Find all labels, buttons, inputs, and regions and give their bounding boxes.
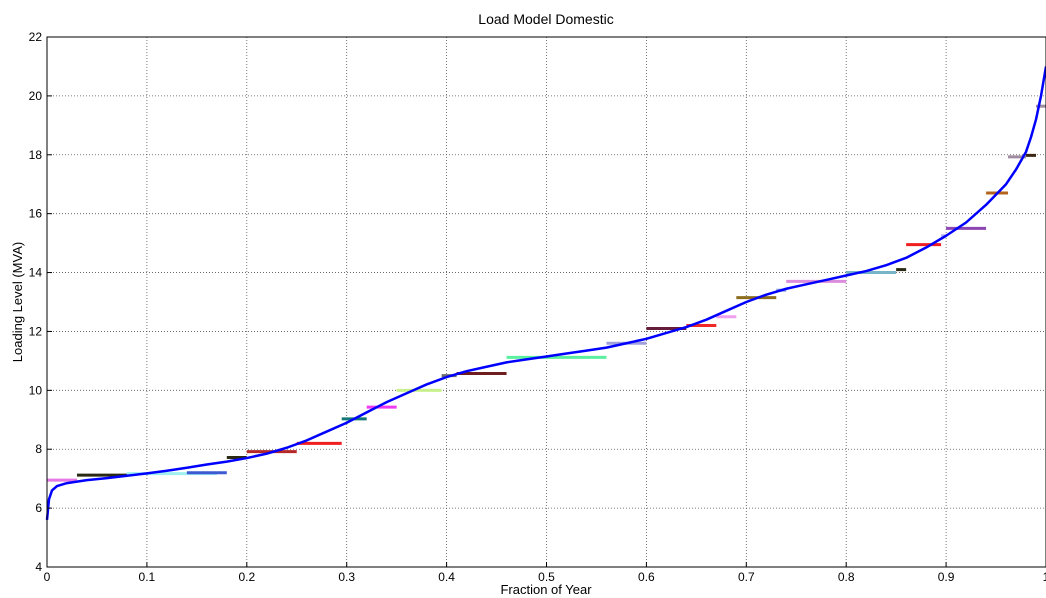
x-tick-label: 1 xyxy=(1043,570,1046,584)
x-tick-label: 0.8 xyxy=(838,570,855,584)
x-axis-ticks: 0 0.1 0.2 0.3 0.4 0.5 0.6 0.7 0.8 0.9 1 xyxy=(44,562,1046,584)
y-axis-ticks: 4 6 8 10 12 14 16 18 20 22 xyxy=(29,30,52,574)
y-tick-label: 14 xyxy=(29,266,43,280)
y-tick-label: 8 xyxy=(35,442,42,456)
y-axis-label: Loading Level (MVA) xyxy=(10,242,25,362)
x-axis-label: Fraction of Year xyxy=(500,582,592,597)
y-tick-label: 10 xyxy=(29,383,43,397)
x-tick-label: 0.9 xyxy=(938,570,955,584)
x-tick-label: 0.7 xyxy=(738,570,755,584)
series-line xyxy=(45,66,1046,521)
x-tick-label: 0.3 xyxy=(338,570,355,584)
y-tick-label: 18 xyxy=(29,148,43,162)
y-tick-label: 16 xyxy=(29,207,43,221)
x-tick-label: 0.6 xyxy=(638,570,655,584)
x-tick-label: 0.5 xyxy=(538,570,555,584)
x-tick-label: 0 xyxy=(44,570,51,584)
y-tick-label: 6 xyxy=(35,501,42,515)
series-group xyxy=(45,66,1046,521)
chart-title: Load Model Domestic xyxy=(478,11,613,27)
y-tick-label: 4 xyxy=(35,560,42,574)
x-tick-label: 0.4 xyxy=(438,570,455,584)
y-tick-label: 22 xyxy=(29,30,43,44)
y-tick-label: 12 xyxy=(29,324,43,338)
x-tick-label: 0.1 xyxy=(139,570,156,584)
y-tick-label: 20 xyxy=(29,89,43,103)
x-tick-label: 0.2 xyxy=(238,570,255,584)
